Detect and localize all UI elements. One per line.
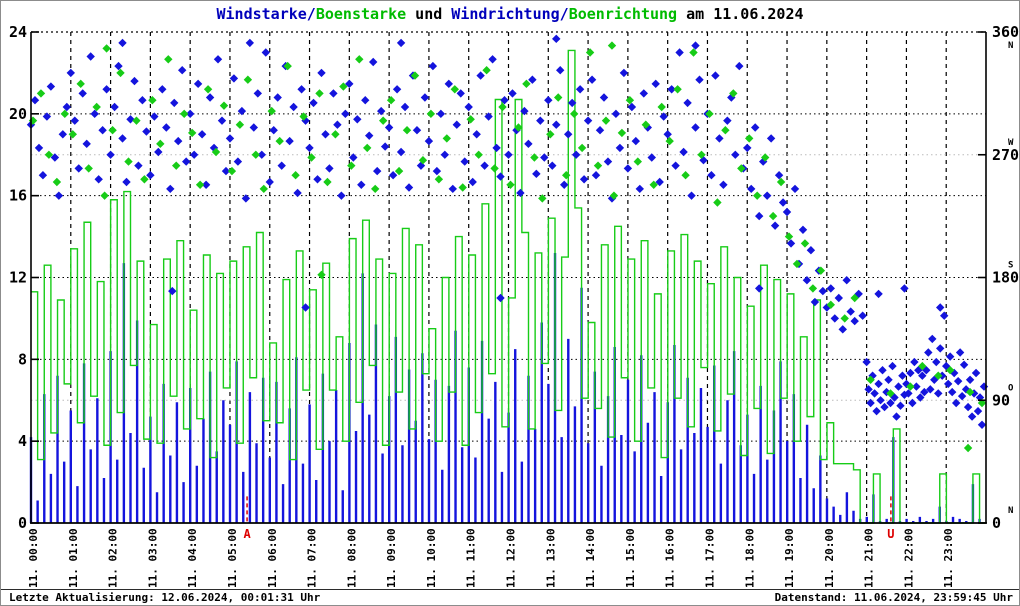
x-tick-label: 11. 01:00 <box>67 528 80 588</box>
left-tick-label: 4 <box>18 432 27 450</box>
compass-label: S <box>1008 261 1013 271</box>
x-tick-label: 11. 05:00 <box>226 528 239 588</box>
event-label-A: A <box>243 527 251 541</box>
x-tick-label: 11. 06:00 <box>266 528 279 588</box>
left-tick-label: 0 <box>18 514 27 532</box>
footer-bar: Letzte Aktualisierung: 12.06.2024, 00:01… <box>1 589 1019 605</box>
x-tick-label: 11. 13:00 <box>544 528 557 588</box>
wind-direction-scatter <box>26 34 989 429</box>
x-tick-label: 11. 07:00 <box>306 528 319 588</box>
compass-label: O <box>1008 383 1014 393</box>
x-tick-label: 11. 15:00 <box>624 528 637 588</box>
x-tick-label: 11. 03:00 <box>146 528 159 588</box>
left-tick-label: 12 <box>9 269 27 287</box>
x-tick-label: 11. 11:00 <box>465 528 478 588</box>
event-label-U: U <box>887 527 894 541</box>
x-tick-label: 11. 04:00 <box>186 528 199 588</box>
last-update-text: Letzte Aktualisierung: 12.06.2024, 00:01… <box>9 591 321 604</box>
compass-label: W <box>1008 138 1014 148</box>
x-tick-label: 11. 08:00 <box>345 528 358 588</box>
left-tick-label: 16 <box>9 187 27 205</box>
x-tick-label: 11. 09:00 <box>385 528 398 588</box>
title-date-label: am 11.06.2024 <box>677 5 804 23</box>
title-windrichtung-label: Windrichtung/ <box>451 5 569 23</box>
x-tick-label: 11. 10:00 <box>425 528 438 588</box>
title-boenrichtung-label: Boenrichtung <box>568 5 678 23</box>
compass-label: N <box>1008 506 1013 516</box>
title-boenstarke-label: Boenstarke <box>315 5 407 23</box>
chart-title: Windstarke/Boenstarke und Windrichtung/B… <box>1 5 1019 23</box>
x-tick-label: 11. 14:00 <box>584 528 597 588</box>
left-tick-label: 24 <box>9 23 27 41</box>
data-timestamp-text: Datenstand: 11.06.2024, 23:59:45 Uhr <box>774 591 1013 604</box>
compass-label: N <box>1008 41 1013 51</box>
x-tick-label: 11. 00:00 <box>27 528 40 588</box>
right-tick-label: 180 <box>992 269 1019 287</box>
right-tick-label: 360 <box>992 23 1019 41</box>
gust-speed-series <box>31 49 986 524</box>
right-tick-label: 270 <box>992 146 1019 164</box>
x-tick-label: 11. 18:00 <box>743 528 756 588</box>
title-und-label: und <box>406 5 452 23</box>
x-tick-label: 11. 20:00 <box>823 528 836 588</box>
x-tick-label: 11. 17:00 <box>703 528 716 588</box>
right-tick-label: 90 <box>992 391 1010 409</box>
x-tick-label: 11. 23:00 <box>942 528 955 588</box>
left-tick-label: 8 <box>18 350 27 368</box>
x-tick-label: 11. 16:00 <box>664 528 677 588</box>
title-windstarke-label: Windstarke/ <box>216 5 316 23</box>
x-tick-label: 11. 12:00 <box>505 528 518 588</box>
x-tick-label: 11. 19:00 <box>783 528 796 588</box>
x-tick-label: 11. 21:00 <box>863 528 876 588</box>
x-tick-label: 11. 22:00 <box>902 528 915 588</box>
x-tick-label: 11. 02:00 <box>107 528 120 588</box>
left-tick-label: 20 <box>9 105 27 123</box>
right-tick-label: 0 <box>992 514 1001 532</box>
axes <box>30 31 987 524</box>
